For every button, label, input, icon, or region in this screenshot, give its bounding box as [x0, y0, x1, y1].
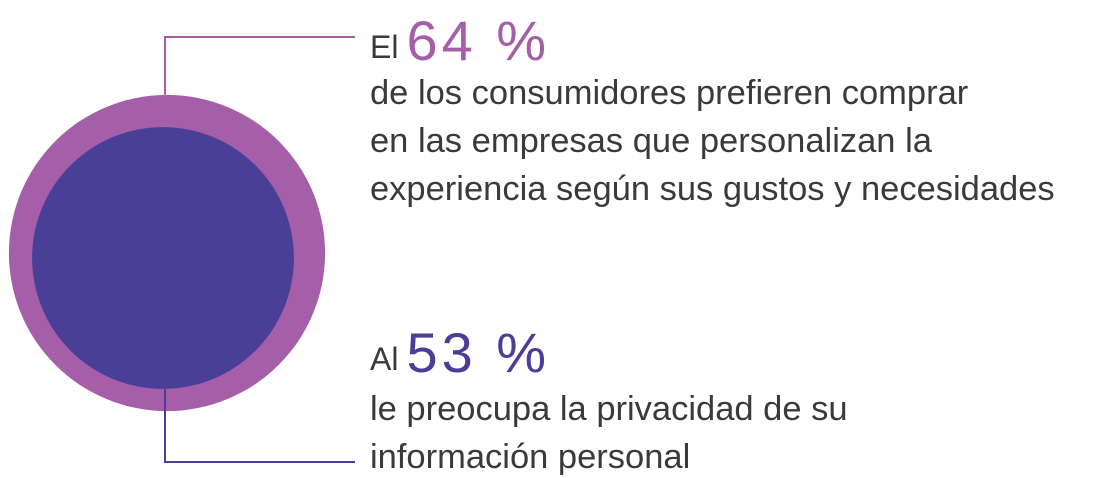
- connector: [164, 388, 355, 463]
- prefix: Al: [370, 341, 398, 377]
- value-circle: [32, 127, 294, 389]
- value-label: 64 %: [406, 9, 550, 72]
- description: en las empresas que personalizan la: [370, 122, 933, 160]
- description: de los consumidores prefieren comprar: [370, 74, 968, 112]
- description: le preocupa la privacidad de su: [370, 390, 848, 428]
- description: experiencia según sus gustos y necesidad…: [370, 170, 1055, 208]
- value-label: 53 %: [406, 321, 550, 384]
- description: información personal: [370, 438, 690, 476]
- connector: [164, 36, 355, 95]
- prefix: El: [370, 29, 398, 65]
